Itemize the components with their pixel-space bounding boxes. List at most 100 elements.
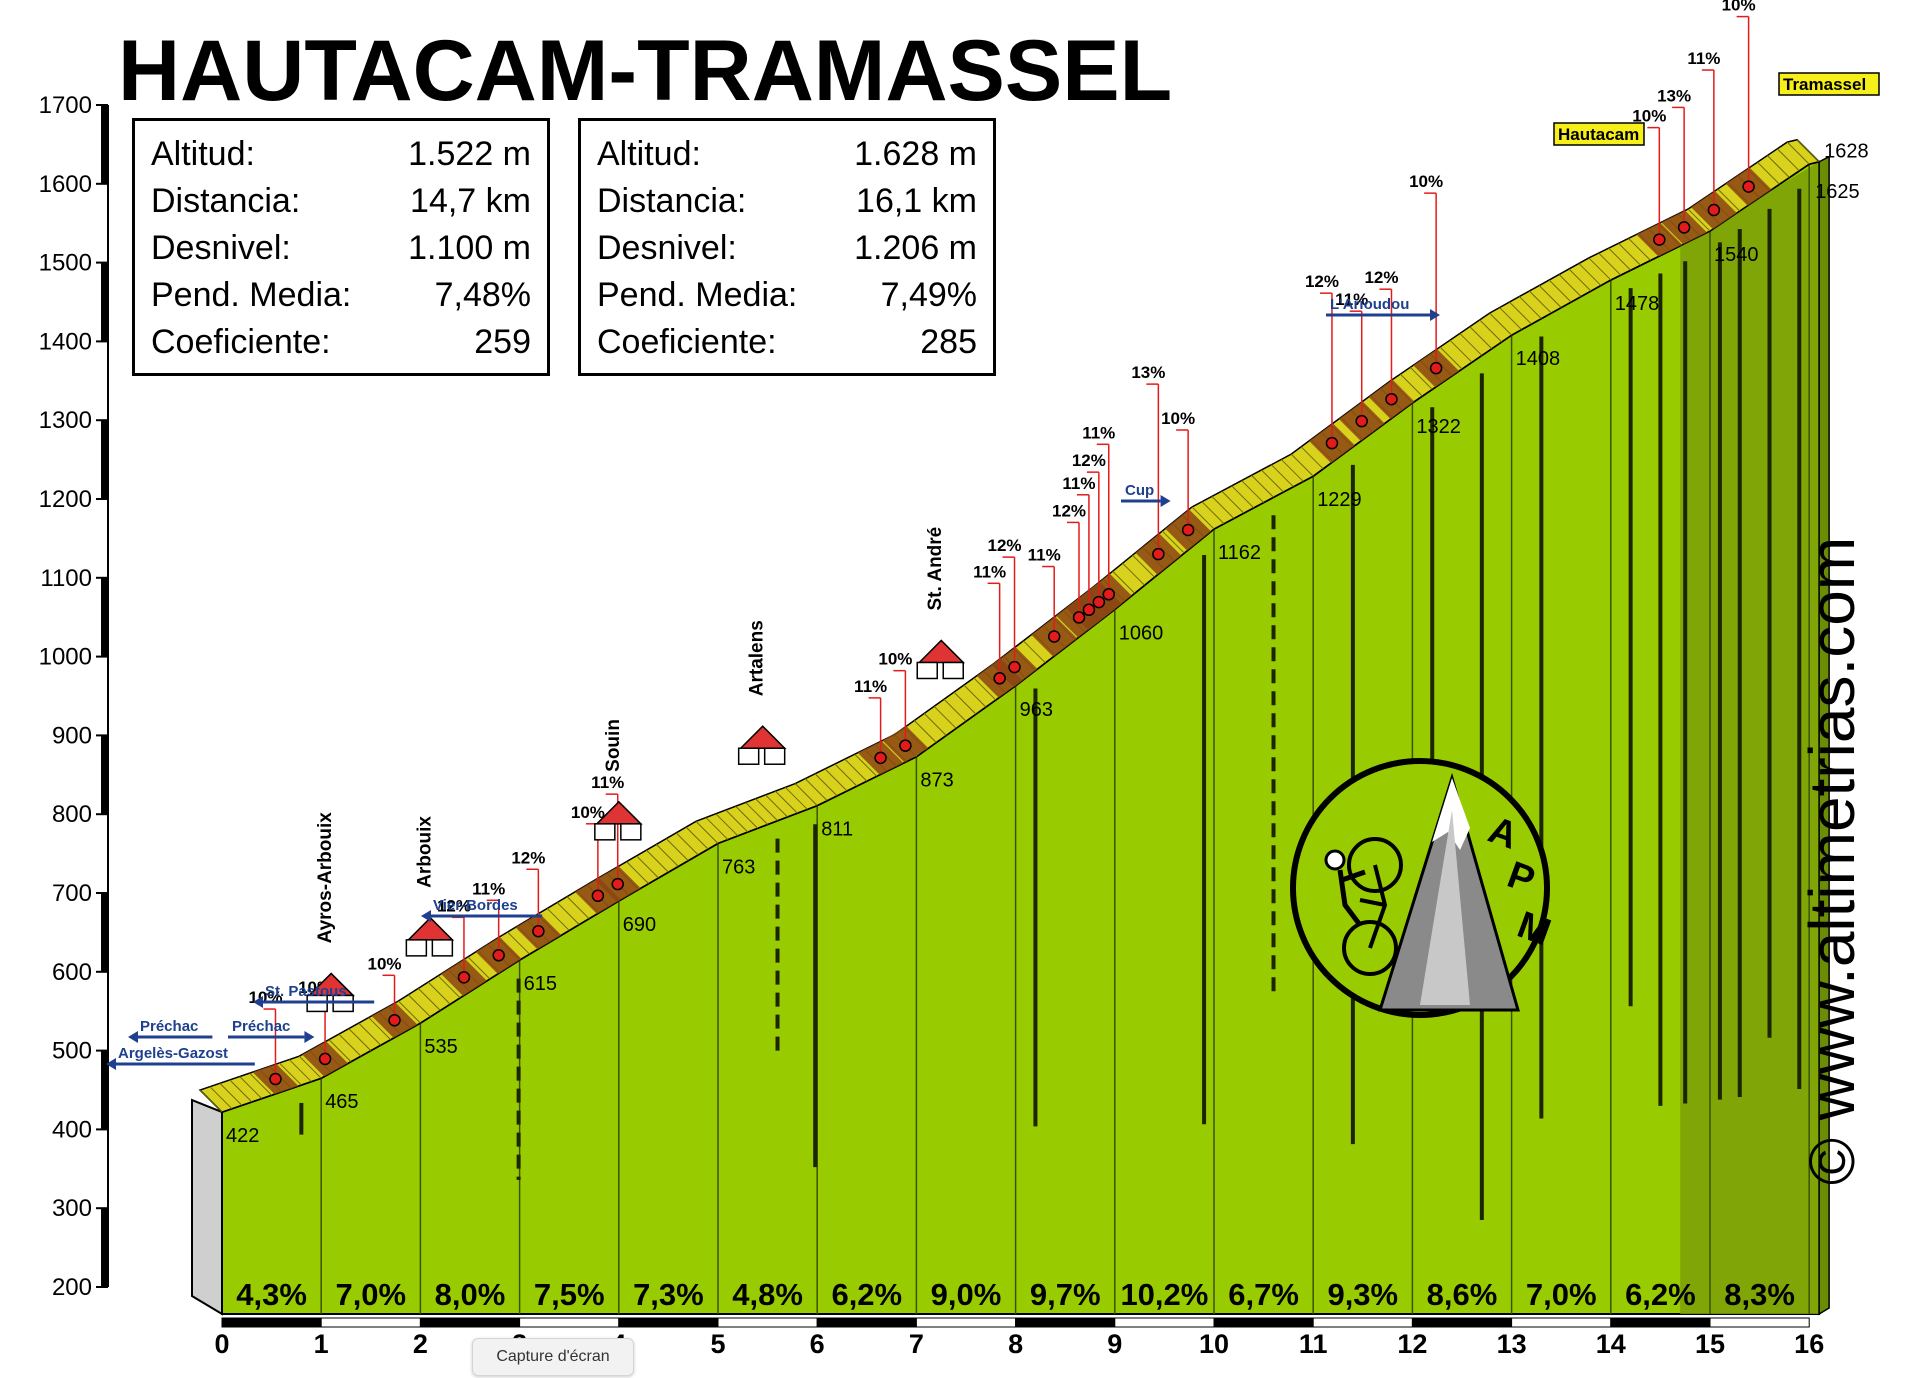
y-tick-label: 1000: [39, 644, 92, 671]
segment-gradient-label: 7,0%: [335, 1277, 406, 1312]
village-name: Souin: [603, 719, 624, 772]
marker-dot: [993, 672, 1006, 685]
elevation-labels: 422 465 535 615 690 763 811 873 963 1060 1162 1229 1…: [226, 141, 1869, 1147]
village-name: Ayros-Arbouix: [315, 812, 336, 944]
y-axis-band: [101, 577, 108, 657]
marker-dot: [1181, 523, 1195, 537]
sign-arrow-head: [421, 910, 431, 922]
road-hatch: [1568, 268, 1592, 292]
road-hatch: [1132, 554, 1155, 578]
road-hatch: [298, 1055, 322, 1079]
profile-area: [191, 155, 1830, 1316]
marker-dot: [1677, 221, 1691, 234]
y-tick-label: 1500: [39, 250, 92, 277]
stat-label: Altitud:: [151, 135, 255, 173]
house-roof: [917, 639, 966, 664]
road-hatch: [794, 783, 818, 806]
marker-label: 11%: [1082, 423, 1115, 442]
road-hatch: [1439, 346, 1463, 370]
segment-gradient-label: 8,3%: [1724, 1277, 1795, 1312]
marker-label: 11%: [472, 879, 505, 898]
direction-sign-label: Vier-Bordes: [433, 897, 518, 914]
marker-dot: [1653, 233, 1666, 246]
marker-label: 12%: [511, 848, 545, 867]
stats-row: Pend. Media: 7,49%: [597, 272, 977, 319]
road-hatch: [775, 790, 798, 814]
road-hatch: [1300, 446, 1324, 470]
marker-dot: [1072, 611, 1086, 624]
direction-sign-label: Argelès-Gazost: [118, 1045, 228, 1062]
marker-dot: [1008, 660, 1021, 674]
stats-row: Altitud: 1.522 m: [151, 131, 531, 178]
road-hatch: [1538, 285, 1562, 308]
house-roof: [738, 725, 787, 749]
y-axis-band: [101, 420, 108, 499]
x-tick-label: 10: [1199, 1329, 1229, 1359]
summit-label-box: [1778, 72, 1880, 96]
y-tick-label: 1100: [40, 565, 92, 592]
stat-label: Coeficiente:: [597, 323, 777, 361]
road-hatch: [1449, 339, 1473, 363]
x-axis-band: [1015, 1317, 1116, 1328]
x-tick-label: 5: [710, 1329, 725, 1359]
x-axis-band: [816, 1317, 917, 1328]
elevation-label: 1540: [1714, 244, 1759, 266]
marker-dot: [388, 1014, 401, 1027]
elevation-label: 1625: [1815, 181, 1860, 203]
stat-value: 1.522 m: [408, 135, 531, 173]
y-tick-label: 1600: [39, 171, 92, 198]
road-hatch: [854, 753, 878, 777]
elevation-label: 535: [424, 1036, 457, 1058]
road-hatch: [1509, 301, 1532, 325]
road-hatch: [417, 988, 441, 1011]
road-hatch: [229, 1079, 253, 1103]
x-tick-label: 9: [1107, 1329, 1122, 1359]
marker-dot: [1152, 547, 1165, 561]
chart-title: HAUTACAM-TRAMASSEL: [118, 23, 1172, 119]
direction-sign-label: St. Pastous: [265, 983, 347, 1000]
house-wall: [594, 823, 616, 841]
y-tick-label: 1400: [39, 328, 92, 355]
stat-value: 14,7 km: [410, 182, 531, 220]
road-hatch: [923, 713, 947, 736]
x-tick-label: 6: [810, 1329, 825, 1359]
y-axis-band: [101, 1208, 108, 1287]
road-hatch: [963, 684, 987, 708]
road-hatch: [1290, 453, 1314, 477]
stat-label: Pend. Media:: [597, 276, 798, 314]
x-tick-label: 0: [214, 1329, 229, 1359]
direction-sign-label: Préchac: [140, 1018, 198, 1035]
marker-dot: [874, 751, 887, 765]
house-wall: [942, 661, 964, 680]
elevation-label: 1229: [1317, 489, 1362, 511]
y-axis: 200 300 400 500 600 700 800 900 1000 1100 1200 1300…: [39, 92, 109, 1301]
x-tick-label: 14: [1596, 1329, 1626, 1359]
marker-label: 11%: [591, 773, 624, 792]
stat-value: 1.206 m: [854, 229, 977, 267]
marker-label: 13%: [1657, 86, 1691, 105]
road-hatch: [755, 798, 778, 822]
x-tick-label: 7: [909, 1329, 924, 1359]
segment-gradients: 4,3% 7,0% 8,0% 7,5% 7,3% 4,8% 6,2% 9,0% 9,7% 10,2…: [236, 1277, 1795, 1312]
segment-gradient-label: 7,0%: [1526, 1277, 1597, 1312]
marker-label: 10%: [368, 954, 402, 973]
y-tick-label: 900: [52, 722, 92, 749]
watermark-text: © www.altimetrias.com: [1796, 536, 1868, 1185]
stat-value: 7,48%: [434, 276, 531, 314]
village-name: Artalens: [747, 620, 768, 696]
road-hatch: [1767, 155, 1790, 178]
x-axis-band: [1411, 1317, 1513, 1328]
marker-label: 10%: [1409, 172, 1443, 191]
x-tick-label: 15: [1695, 1329, 1725, 1359]
road-hatch: [1776, 148, 1800, 172]
road-hatch: [1201, 501, 1225, 525]
stats-box-hautacam: Altitud: 1.522 m Distancia: 14,7 km Desniv…: [132, 118, 550, 376]
direction-sign-label: Cup: [1125, 482, 1154, 499]
marker-dot: [1742, 180, 1755, 193]
sign-arrow-head: [1430, 309, 1440, 321]
road-hatch: [1499, 307, 1522, 330]
road-hatch: [209, 1086, 233, 1110]
road-hatch: [1231, 485, 1255, 509]
